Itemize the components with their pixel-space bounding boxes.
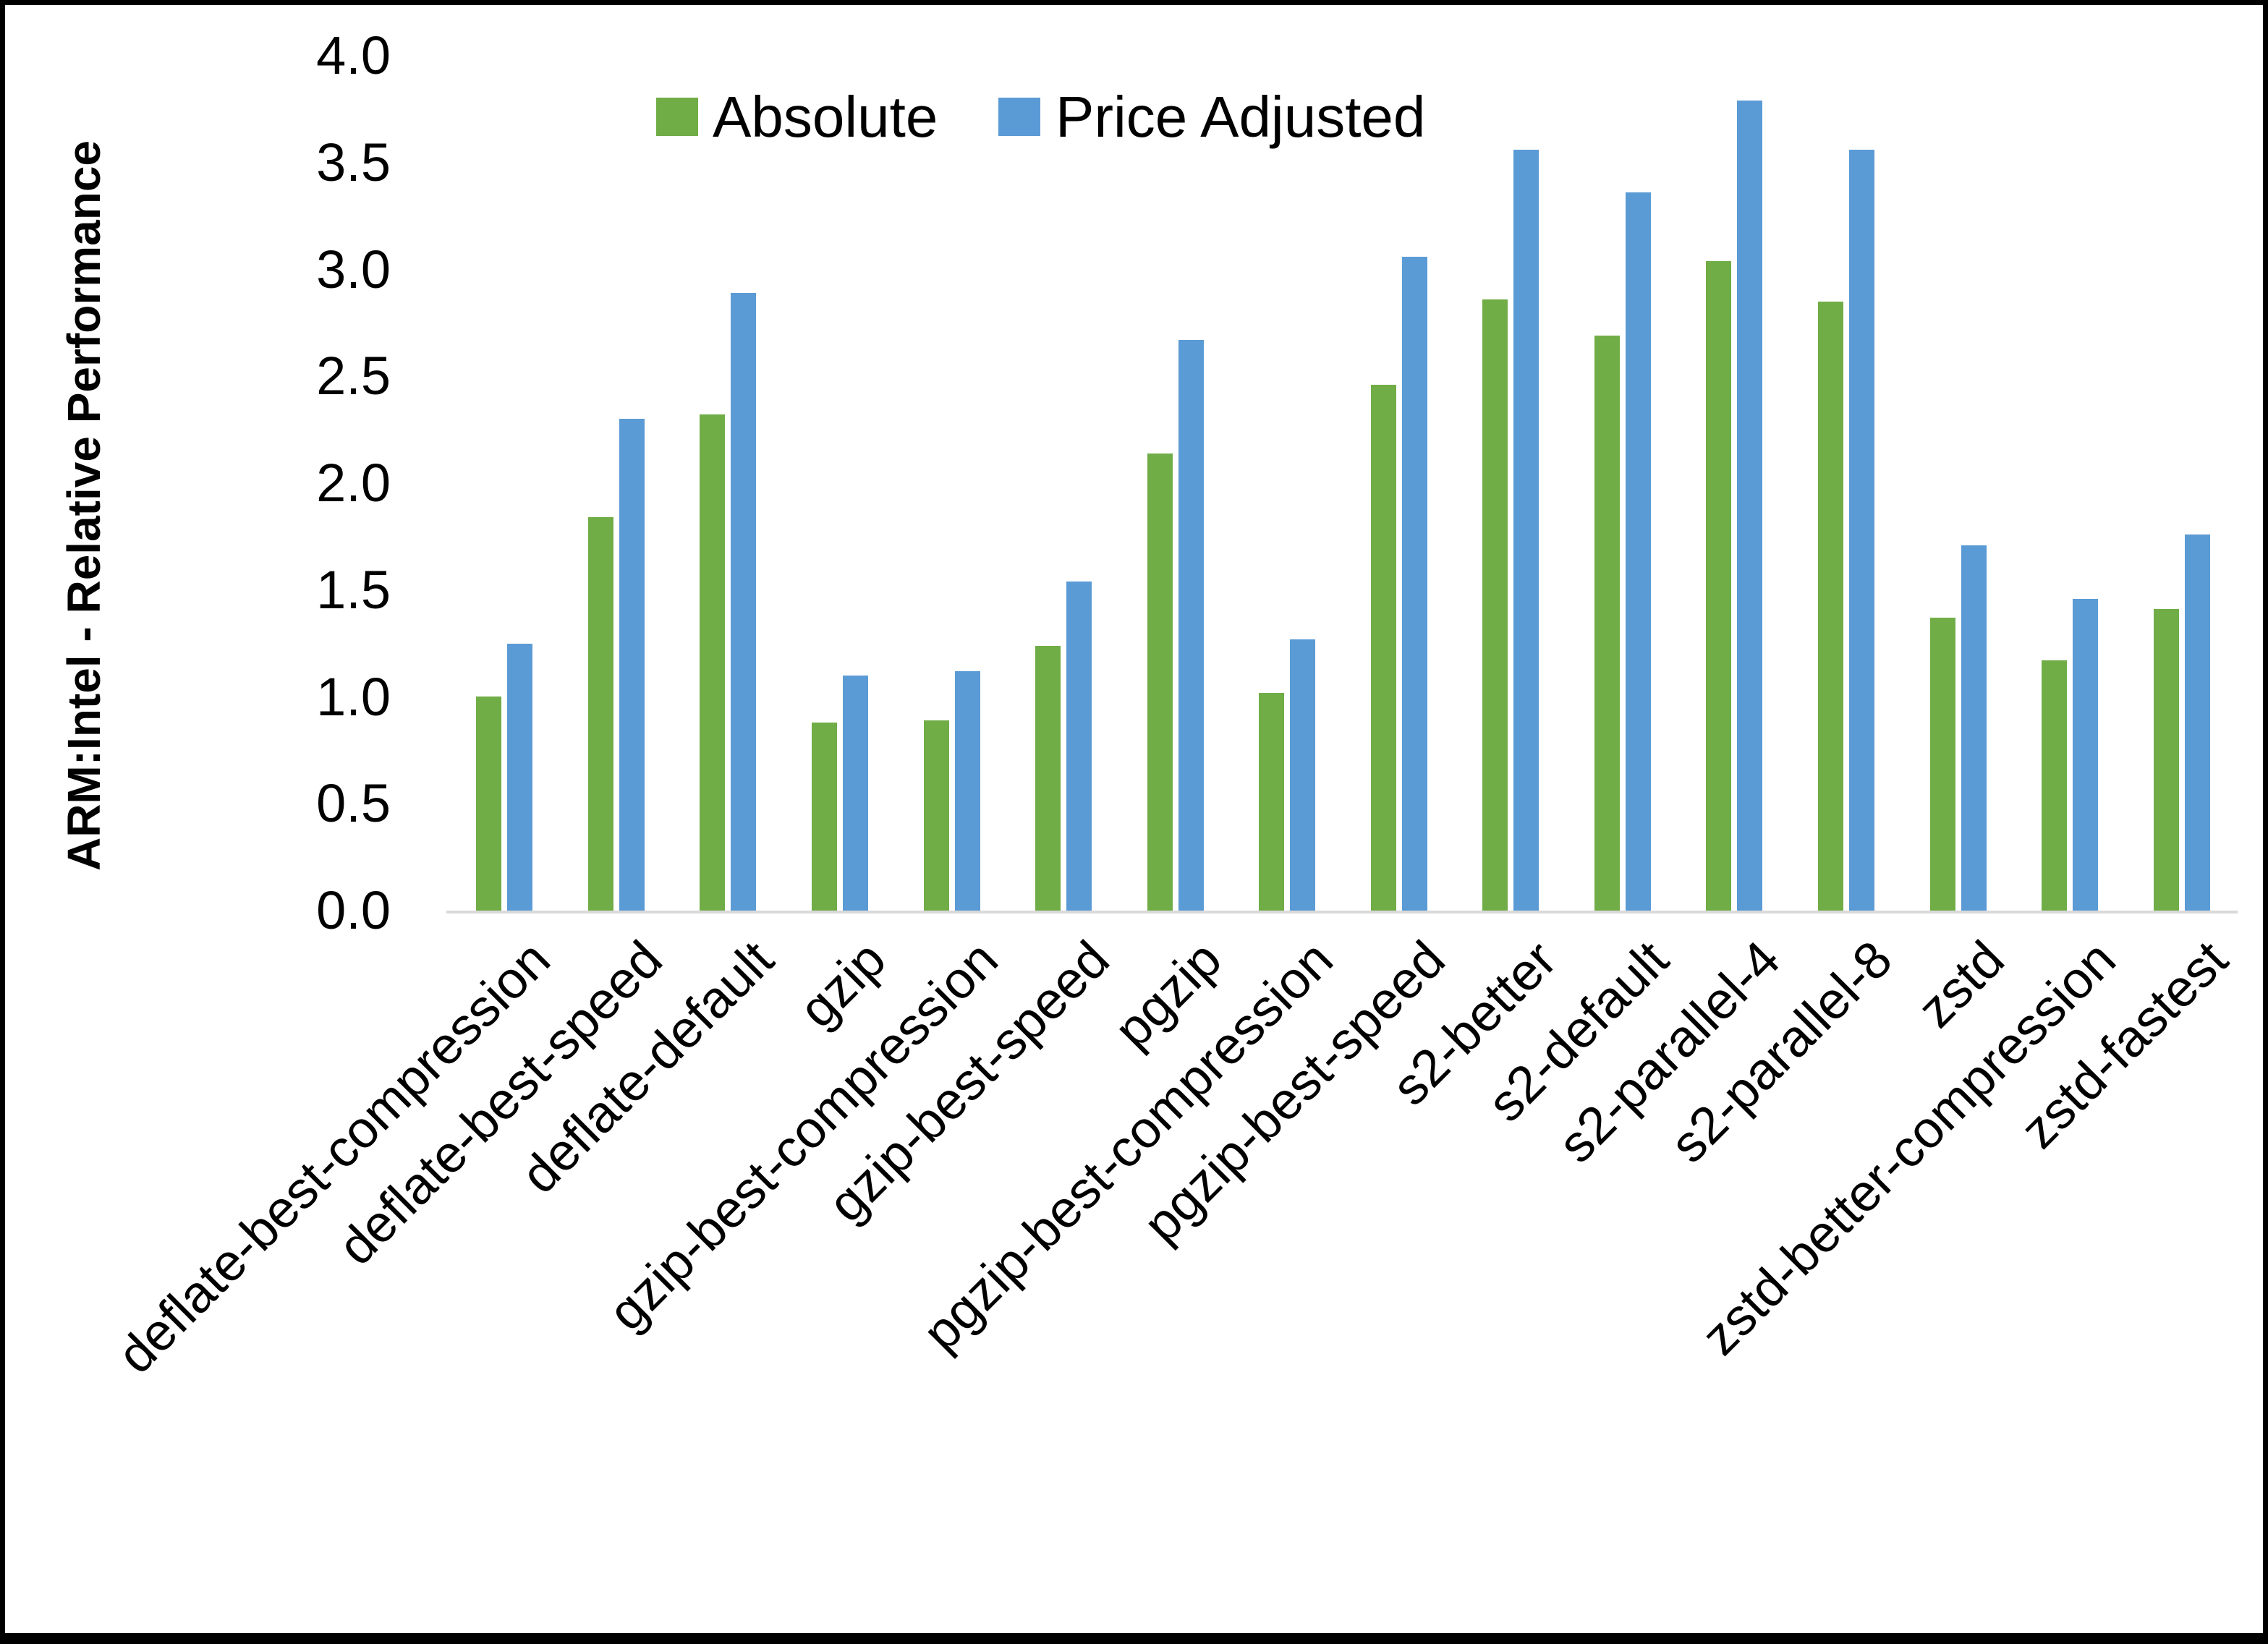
bar-absolute-s2-parallel-4 [1706, 261, 1731, 911]
bar-absolute-gzip-best-speed [1035, 646, 1061, 911]
y-tick-label: 3.5 [316, 132, 391, 192]
bar-absolute-zstd-fastest [2154, 609, 2179, 911]
bar-price-adjusted-deflate-default [731, 293, 756, 911]
bar-price-adjusted-pgzip-best-speed [1402, 257, 1427, 911]
bar-absolute-s2-parallel-8 [1818, 302, 1843, 911]
y-tick-label: 1.5 [316, 559, 391, 620]
bar-price-adjusted-zstd-fastest [2185, 534, 2210, 911]
bar-price-adjusted-pgzip-best-compression [1290, 639, 1315, 911]
legend-label-price-adjusted: Price Adjusted [1056, 85, 1426, 149]
y-tick-label: 0.5 [316, 773, 391, 834]
bar-absolute-s2-default [1594, 336, 1620, 911]
y-tick-label: 3.0 [316, 239, 391, 299]
bar-absolute-zstd [1930, 618, 1955, 911]
legend-swatch-price-adjusted [998, 98, 1040, 136]
bar-absolute-pgzip-best-compression [1259, 693, 1284, 911]
y-tick-label: 4.0 [316, 25, 391, 85]
bar-absolute-zstd-better-compression [2042, 660, 2067, 911]
bar-absolute-s2-better [1482, 299, 1508, 911]
bar-absolute-pgzip [1147, 453, 1173, 911]
bar-absolute-gzip [812, 723, 837, 911]
legend-label-absolute: Absolute [713, 85, 938, 149]
bar-price-adjusted-s2-default [1626, 192, 1651, 911]
x-axis-line [446, 911, 2238, 913]
bar-price-adjusted-deflate-best-speed [619, 419, 645, 911]
bar-price-adjusted-gzip-best-speed [1066, 582, 1092, 911]
y-tick-label: 2.0 [316, 453, 391, 513]
y-tick-label: 0.0 [316, 880, 391, 940]
bar-absolute-deflate-default [700, 414, 725, 911]
bar-price-adjusted-s2-parallel-4 [1737, 101, 1762, 911]
bar-price-adjusted-gzip-best-compression [955, 671, 980, 911]
bar-price-adjusted-deflate-best-compression [507, 644, 532, 911]
y-axis-title: ARM:Intel - Relative Performance [58, 140, 110, 872]
bar-absolute-pgzip-best-speed [1371, 385, 1396, 911]
bar-price-adjusted-gzip [843, 676, 868, 911]
bar-absolute-gzip-best-compression [924, 720, 949, 911]
bar-price-adjusted-s2-better [1513, 150, 1539, 911]
y-tick-label: 1.0 [316, 666, 391, 727]
bar-price-adjusted-zstd-better-compression [2073, 599, 2098, 911]
y-tick-label: 2.5 [316, 346, 391, 406]
bar-price-adjusted-s2-parallel-8 [1849, 150, 1874, 911]
bar-price-adjusted-pgzip [1178, 340, 1204, 911]
bar-absolute-deflate-best-compression [476, 697, 501, 911]
bar-absolute-deflate-best-speed [588, 517, 613, 911]
legend-swatch-absolute [656, 98, 698, 136]
bar-price-adjusted-zstd [1961, 545, 1987, 911]
